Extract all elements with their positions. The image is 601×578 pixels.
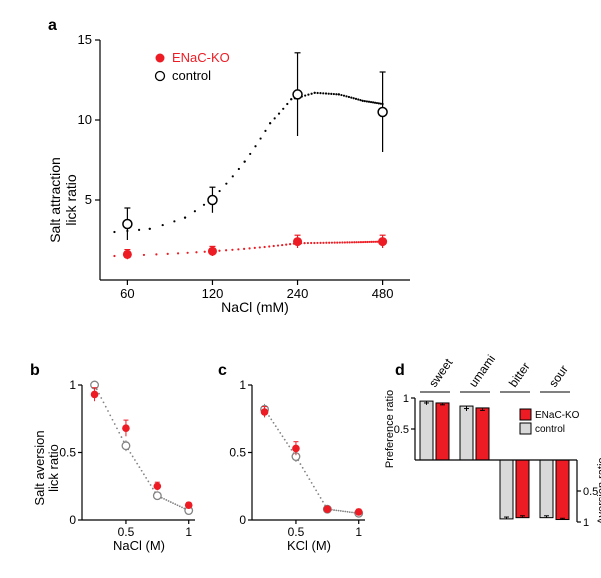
svg-text:0: 0	[69, 513, 76, 527]
panel-a-control-curve	[113, 92, 383, 233]
svg-text:Aversion ratio: Aversion ratio	[596, 457, 601, 524]
svg-text:0: 0	[239, 513, 246, 527]
svg-text:1: 1	[583, 517, 589, 529]
svg-text:60: 60	[120, 286, 134, 301]
figure-root: a 51015 60120240480 ENaC-KO control NaCl…	[0, 0, 601, 578]
legend-control-icon	[156, 72, 165, 81]
panel-c: c 00.51 0.51 KCl (M)	[218, 362, 365, 553]
svg-text:1: 1	[185, 525, 192, 539]
svg-text:ENaC-KO: ENaC-KO	[535, 410, 580, 421]
svg-text:0.5: 0.5	[229, 446, 246, 460]
panel-b-ylabel-2: lick ratio	[46, 444, 61, 492]
svg-text:15: 15	[78, 32, 92, 47]
panel-b-xticks: 0.51	[118, 520, 193, 539]
svg-text:1: 1	[403, 393, 409, 405]
panel-b-control-points	[91, 381, 193, 514]
panel-d: d sweetumamibittersour0.510.51Preference…	[384, 352, 601, 529]
panel-a-ylabel-2: lick ratio	[63, 174, 79, 226]
panel-c-xticks: 0.51	[288, 520, 363, 539]
svg-text:control: control	[535, 424, 565, 435]
panel-a-label: a	[48, 17, 57, 34]
panel-a: a 5 10 15 60 120 240 480 ENaC-KO control NaCl…	[47, 17, 410, 315]
svg-text:1: 1	[355, 525, 362, 539]
svg-text:sweet: sweet	[426, 355, 456, 389]
panel-b-xlabel: NaCl (M)	[113, 538, 165, 553]
panel-d-label: d	[395, 362, 405, 379]
panel-a-yticks: 5 10 15	[78, 32, 100, 207]
panel-a-xlabel: NaCl (mM)	[221, 299, 289, 315]
svg-text:sour: sour	[546, 363, 571, 390]
panel-a-enac-curve	[113, 241, 383, 258]
figure-svg: a 51015 60120240480 ENaC-KO control NaCl…	[0, 0, 601, 578]
svg-text:umami: umami	[466, 352, 498, 390]
legend-enac-label: ENaC-KO	[172, 50, 230, 65]
panel-b-plot: 00.51 0.51 NaCl (M) Salt aversion lick r…	[32, 378, 195, 553]
panel-c-xlabel: KCl (M)	[287, 538, 331, 553]
svg-text:10: 10	[78, 112, 92, 127]
panel-b-yticks: 00.51	[59, 378, 82, 527]
panel-c-control-points	[261, 404, 363, 517]
svg-text:240: 240	[287, 286, 309, 301]
svg-text:Preference ratio: Preference ratio	[384, 390, 396, 468]
svg-text:0.5: 0.5	[59, 446, 76, 460]
panel-d-plot: sweetumamibittersour0.510.51Preference r…	[384, 352, 601, 529]
panel-b-label: b	[30, 362, 40, 379]
panel-c-plot: 00.51 0.51 KCl (M)	[229, 378, 365, 553]
panel-a-ylabel-1: Salt attraction	[47, 157, 63, 243]
svg-text:480: 480	[372, 286, 394, 301]
svg-text:0.5: 0.5	[118, 525, 135, 539]
svg-text:bitter: bitter	[506, 360, 533, 390]
panel-b: b 00.51 0.51 NaCl (M) Salt aversion lick…	[30, 362, 195, 553]
panel-c-yticks: 00.51	[229, 378, 252, 527]
panel-a-legend: ENaC-KO control	[156, 50, 230, 83]
legend-control-label: control	[172, 68, 211, 83]
svg-text:1: 1	[69, 378, 76, 392]
legend-enac-icon	[156, 54, 165, 63]
svg-text:120: 120	[202, 286, 224, 301]
panel-b-ylabel-1: Salt aversion	[32, 430, 47, 505]
svg-text:0.5: 0.5	[288, 525, 305, 539]
svg-text:5: 5	[85, 192, 92, 207]
panel-c-label: c	[218, 362, 227, 379]
panel-a-xticks: 60 120 240 480	[120, 280, 393, 301]
panel-c-enac-points	[261, 407, 363, 516]
panel-a-plot: 5 10 15 60 120 240 480 ENaC-KO control NaCl (…	[47, 32, 410, 315]
svg-text:1: 1	[239, 378, 246, 392]
